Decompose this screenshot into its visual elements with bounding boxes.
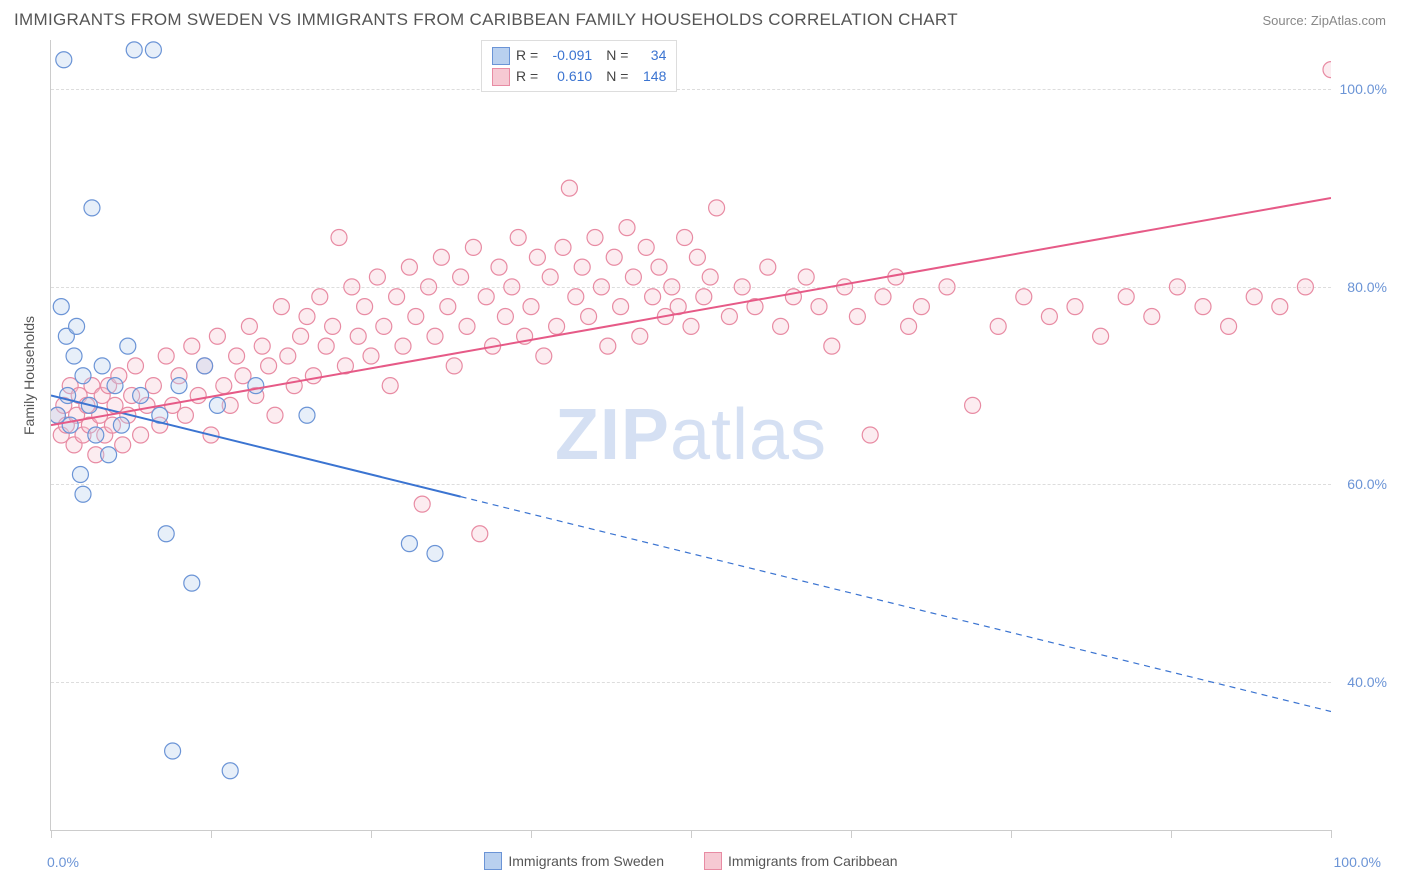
legend-stats-row-0: R = -0.091 N = 34 bbox=[492, 45, 666, 66]
legend-stats-row-1: R = 0.610 N = 148 bbox=[492, 66, 666, 87]
stat-r-value-caribbean: 0.610 bbox=[544, 66, 592, 87]
x-tick-label-end: 100.0% bbox=[1334, 854, 1381, 870]
legend-swatch-sweden bbox=[492, 47, 510, 65]
y-tick-label: 80.0% bbox=[1347, 279, 1387, 295]
y-tick-label: 100.0% bbox=[1340, 81, 1387, 97]
chart-source: Source: ZipAtlas.com bbox=[1262, 13, 1386, 28]
y-axis-label: Family Households bbox=[21, 316, 37, 435]
legend-bottom: Immigrants from Sweden Immigrants from C… bbox=[51, 852, 1331, 870]
stat-n-label: N = bbox=[606, 45, 628, 66]
legend-label-sweden: Immigrants from Sweden bbox=[508, 853, 664, 869]
stat-r-label: R = bbox=[516, 66, 538, 87]
stat-n-value-caribbean: 148 bbox=[634, 66, 666, 87]
stat-r-value-sweden: -0.091 bbox=[544, 45, 592, 66]
legend-swatch-caribbean bbox=[704, 852, 722, 870]
scatter-plot-svg bbox=[51, 40, 1331, 830]
legend-swatch-sweden bbox=[484, 852, 502, 870]
chart-header: IMMIGRANTS FROM SWEDEN VS IMMIGRANTS FRO… bbox=[0, 0, 1406, 36]
stat-r-label: R = bbox=[516, 45, 538, 66]
plot-area: Family Households ZIPatlas 40.0%60.0%80.… bbox=[50, 40, 1331, 831]
y-tick-label: 60.0% bbox=[1347, 476, 1387, 492]
legend-item-caribbean: Immigrants from Caribbean bbox=[704, 852, 898, 870]
y-tick-label: 40.0% bbox=[1347, 674, 1387, 690]
stat-n-value-sweden: 34 bbox=[634, 45, 666, 66]
legend-stats-box: R = -0.091 N = 34 R = 0.610 N = 148 bbox=[481, 40, 677, 92]
x-tick-label-start: 0.0% bbox=[47, 854, 79, 870]
legend-item-sweden: Immigrants from Sweden bbox=[484, 852, 664, 870]
stat-n-label: N = bbox=[606, 66, 628, 87]
legend-label-caribbean: Immigrants from Caribbean bbox=[728, 853, 898, 869]
legend-swatch-caribbean bbox=[492, 68, 510, 86]
chart-container: Family Households ZIPatlas 40.0%60.0%80.… bbox=[50, 40, 1380, 830]
chart-title: IMMIGRANTS FROM SWEDEN VS IMMIGRANTS FRO… bbox=[14, 10, 958, 30]
